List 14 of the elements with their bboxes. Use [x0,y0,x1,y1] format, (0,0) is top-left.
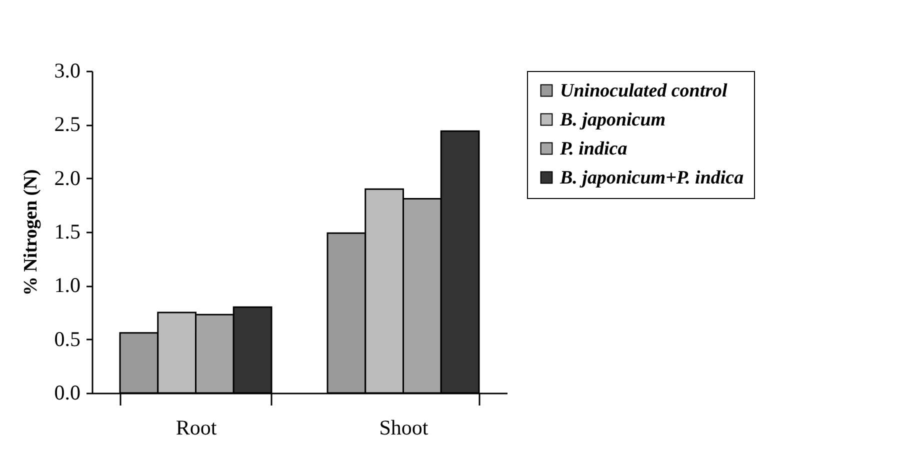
x-tick-label: Shoot [379,416,428,440]
y-tick-label: 1.0 [54,273,80,298]
legend-label: P. indica [559,138,628,160]
legend-label: Uninoculated control [560,80,728,102]
y-tick-label: 2.0 [54,166,80,190]
legend-label: B. japonicum+P. indica [559,168,744,188]
y-tick-label: 3.0 [54,58,80,82]
y-axis-title: % Nitrogen (N) [20,169,42,296]
legend-label: B. japonicum [559,110,666,130]
y-tick-label: 0.5 [54,326,80,351]
x-tick-label: Root [176,416,217,440]
y-tick-label: 0.0 [54,380,80,404]
y-tick-label: 2.5 [54,112,80,136]
y-tick-label: 1.5 [54,220,80,244]
